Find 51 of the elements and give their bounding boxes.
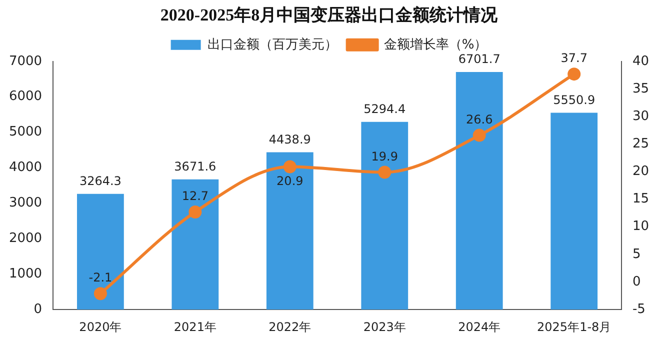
y2-tick-label: 35 (632, 81, 650, 96)
point (472, 128, 486, 142)
data-label: 5294.4 (364, 102, 406, 116)
bar (266, 152, 314, 310)
y2-tick-label: 30 (632, 108, 650, 124)
bar (550, 112, 598, 310)
y2-tick-label: -5 (632, 302, 646, 317)
point (568, 68, 581, 81)
bar (361, 122, 408, 310)
bar (77, 194, 124, 310)
y2-tick-label: 15 (632, 192, 650, 207)
data-label: 3264.3 (79, 174, 122, 188)
data-label: 26.6 (466, 112, 493, 126)
y-tick-label: 0 (34, 302, 42, 317)
legend-label: 金额增长率（%） (384, 36, 488, 52)
bar (456, 72, 503, 310)
data-label: 19.9 (371, 149, 398, 164)
point (283, 160, 296, 174)
point (94, 287, 107, 300)
x-tick-label: 2022年 (268, 320, 312, 334)
y2-tick-label: 25 (632, 136, 650, 152)
data-label: 3671.6 (174, 160, 216, 174)
y-tick-label: 6000 (8, 89, 42, 104)
data-label: 5550.9 (553, 92, 596, 107)
x-tick-label: 2021年 (174, 320, 216, 334)
y2-tick-label: 5 (632, 246, 641, 262)
y-tick-label: 7000 (8, 54, 42, 69)
point (188, 205, 202, 218)
y2-tick-label: 40 (632, 54, 650, 69)
x-tick-label: 2025年1-8月 (537, 320, 612, 334)
bar (172, 179, 219, 310)
data-label: 6701.7 (458, 52, 500, 66)
y-tick-label: 2000 (8, 231, 42, 246)
chart-title: 2020-2025年8月中国变压器出口金额统计情况 (160, 6, 499, 25)
y2-tick-label: 20 (632, 164, 650, 180)
x-tick-label: 2024年 (458, 320, 501, 334)
y2-tick-label: 10 (632, 219, 650, 234)
y-tick-label: 3000 (8, 196, 42, 211)
y-tick-label: 4000 (8, 160, 42, 176)
x-tick-label: 2020年 (79, 320, 122, 334)
y-tick-label: 1000 (8, 266, 42, 282)
x-tick-label: 2023年 (363, 320, 406, 334)
legend-label: 出口金额（百万美元） (207, 36, 338, 52)
data-label: 12.7 (182, 189, 209, 204)
data-label: 20.9 (276, 174, 304, 188)
y2-tick-label: 0 (632, 274, 641, 290)
data-label: 4438.9 (268, 132, 311, 146)
point (378, 166, 392, 179)
y-tick-label: 5000 (8, 124, 42, 140)
data-label: -2.1 (88, 270, 112, 285)
data-label: 37.7 (560, 51, 588, 66)
